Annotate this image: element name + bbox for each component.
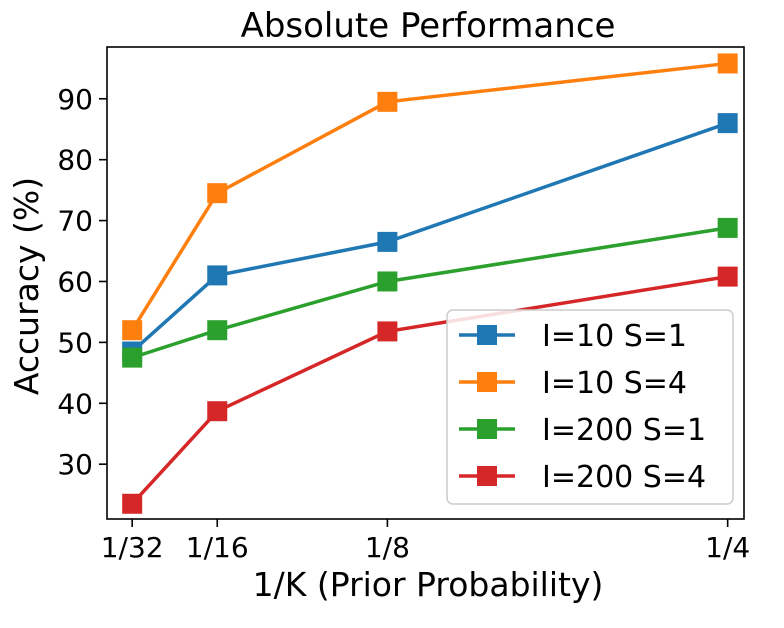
data-point — [207, 265, 228, 286]
data-point — [377, 271, 398, 292]
legend-label: I=10 S=4 — [542, 366, 687, 401]
plot-area — [122, 53, 738, 514]
legend-entry: I=10 S=4 — [459, 366, 687, 401]
chart-title: Absolute Performance — [241, 6, 616, 46]
x-tick-label: 1/16 — [186, 531, 249, 564]
legend-marker — [477, 325, 497, 345]
legend-label: I=200 S=1 — [542, 413, 706, 448]
y-tick-label: 30 — [57, 448, 93, 481]
legend-box — [446, 309, 734, 505]
y-tick-label: 50 — [57, 326, 93, 359]
x-axis-label: 1/K (Prior Probability) — [253, 565, 604, 604]
data-point — [122, 493, 143, 514]
y-tick-label: 80 — [57, 144, 93, 177]
legend-marker — [477, 419, 497, 439]
x-tick-label: 1/4 — [705, 531, 750, 564]
series-line-1 — [131, 121, 729, 353]
legend-marker — [477, 372, 497, 392]
legend-entry: I=200 S=4 — [459, 460, 706, 495]
legend-entry: I=200 S=1 — [459, 413, 706, 448]
data-point — [207, 401, 228, 422]
series-line-2 — [130, 61, 728, 332]
data-point — [717, 266, 738, 287]
plot-frame — [106, 46, 745, 520]
data-point — [122, 320, 143, 341]
series-line-3 — [131, 226, 728, 360]
y-tick-label: 60 — [57, 265, 93, 298]
x-tick-label: 1/32 — [101, 531, 164, 564]
legend: I=10 S=1 I=10 S=4 I=200 S=1 I=200 S=4 — [446, 309, 734, 505]
axes: 30 40 50 60 70 80 90 1/32 1/16 1/8 1/4 — [57, 46, 750, 564]
y-tick-label: 70 — [57, 205, 93, 238]
legend-label: I=200 S=4 — [542, 460, 706, 495]
data-point — [207, 183, 228, 204]
y-tick-label: 40 — [57, 387, 93, 420]
data-point — [207, 320, 228, 341]
data-point — [377, 231, 398, 252]
data-point — [717, 217, 738, 238]
data-point — [717, 53, 738, 74]
data-point — [122, 347, 143, 368]
y-tick-label: 90 — [57, 83, 93, 116]
legend-marker — [477, 466, 497, 486]
data-point — [377, 321, 398, 342]
legend-entry: I=10 S=1 — [459, 319, 687, 354]
y-axis-label: Accuracy (%) — [7, 177, 46, 395]
data-point — [377, 91, 398, 112]
series-line-4 — [130, 274, 728, 505]
data-point — [717, 113, 738, 134]
legend-label: I=10 S=1 — [542, 319, 687, 354]
x-tick-label: 1/8 — [365, 531, 410, 564]
